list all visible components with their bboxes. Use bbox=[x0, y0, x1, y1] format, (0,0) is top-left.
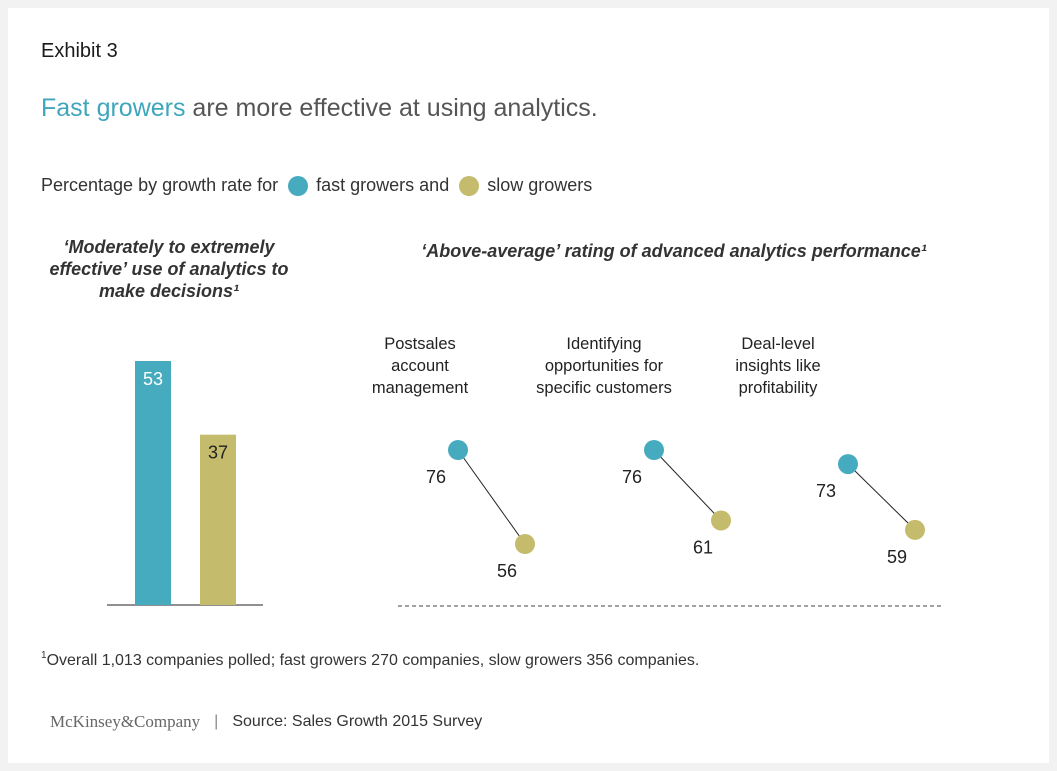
source-line: McKinsey&Company | Source: Sales Growth … bbox=[50, 712, 482, 732]
bar-fast bbox=[135, 361, 171, 605]
headline-rest: are more effective at using analytics. bbox=[185, 94, 598, 122]
category-label-line: management bbox=[371, 379, 469, 397]
legend: Percentage by growth rate for fast growe… bbox=[41, 175, 592, 196]
category-label-postsales: Postsales account management bbox=[335, 333, 505, 399]
connector-line bbox=[653, 449, 722, 521]
bar-slow bbox=[200, 434, 236, 605]
exhibit-label: Exhibit 3 bbox=[41, 40, 118, 62]
legend-slow-swatch bbox=[459, 175, 480, 196]
headline-highlight: Fast growers bbox=[41, 94, 186, 122]
dot-slow bbox=[905, 519, 925, 540]
category-label-line: insights like bbox=[735, 357, 821, 375]
legend-slow-label: slow growers bbox=[487, 175, 593, 195]
bar-value-label: 37 bbox=[208, 443, 228, 463]
slow-value-label: 59 bbox=[887, 547, 907, 567]
category-label-line: Identifying bbox=[566, 335, 642, 353]
slow-value-label: 56 bbox=[497, 561, 517, 581]
legend-fast-swatch bbox=[288, 175, 309, 196]
category-label-line: specific customers bbox=[536, 379, 672, 397]
dot-slow bbox=[711, 510, 731, 531]
category-label-line: profitability bbox=[738, 379, 818, 397]
headline: Fast growers are more effective at using… bbox=[41, 94, 598, 123]
category-label-line: Postsales bbox=[384, 335, 456, 353]
footnote-mark: 1 bbox=[41, 650, 47, 661]
exhibit-card: Exhibit 3 Fast growers are more effectiv… bbox=[8, 8, 1049, 763]
brand-logo: McKinsey&Company bbox=[50, 712, 201, 731]
category-label-line: Deal-level bbox=[741, 335, 815, 353]
fast-value-label: 76 bbox=[426, 467, 446, 487]
dot-fast bbox=[838, 454, 858, 475]
dot-chart-subtitle: ‘Above-average’ rating of advanced analy… bbox=[421, 241, 927, 261]
bar-chart-subtitle: ‘Moderately to extremely effective’ use … bbox=[49, 237, 289, 301]
source-text: Source: Sales Growth 2015 Survey bbox=[232, 713, 483, 730]
footnote-text: Overall 1,013 companies polled; fast gro… bbox=[46, 652, 700, 669]
dot-fast bbox=[644, 440, 664, 460]
legend-fast-label: fast growers and bbox=[316, 175, 450, 195]
dot-fast bbox=[448, 440, 468, 460]
footnote: 1Overall 1,013 companies polled; fast gr… bbox=[41, 650, 700, 670]
source-separator: | bbox=[214, 713, 219, 730]
category-label-line: account bbox=[391, 357, 449, 375]
category-label-identifying: Identifying opportunities for specific cus… bbox=[519, 333, 689, 399]
category-label-line: opportunities for bbox=[544, 357, 664, 375]
fast-value-label: 73 bbox=[816, 481, 836, 501]
charts-svg: 53 37 76 56 76 61 73 59 bbox=[107, 361, 943, 607]
connector-line bbox=[457, 449, 526, 545]
slow-value-label: 61 bbox=[693, 538, 713, 558]
dot-slow bbox=[515, 534, 535, 554]
category-label-deal-level: Deal-level insights like profitability bbox=[693, 333, 863, 399]
fast-value-label: 76 bbox=[622, 467, 642, 487]
connector-line bbox=[847, 463, 916, 531]
bar-value-label: 53 bbox=[143, 369, 163, 389]
legend-prefix: Percentage by growth rate for bbox=[41, 175, 279, 195]
